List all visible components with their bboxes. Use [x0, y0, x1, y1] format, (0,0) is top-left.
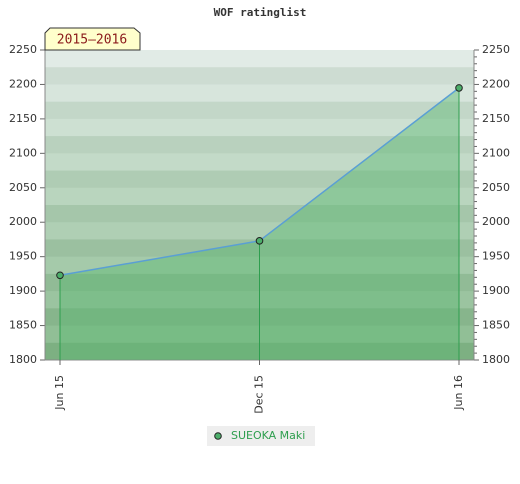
y2-tick-label: 1950: [482, 250, 510, 263]
legend-label: SUEOKA Maki: [231, 429, 305, 442]
chart-title: WOF ratinglist: [214, 6, 307, 19]
y2-tick-label: 2200: [482, 77, 510, 90]
y-tick-label: 1800: [9, 353, 37, 366]
y-tick-label: 2150: [9, 112, 37, 125]
stripe: [45, 101, 474, 120]
y-tick-label: 1950: [9, 250, 37, 263]
y-tick-label: 2050: [9, 181, 37, 194]
stripe: [45, 222, 474, 240]
legend-box: [207, 426, 315, 446]
stripe: [45, 205, 474, 223]
y2-tick-label: 2250: [482, 43, 510, 56]
stripe: [45, 50, 474, 68]
stripe: [45, 170, 474, 189]
period-label: 2015–2016: [57, 33, 127, 48]
stripe: [45, 136, 474, 154]
x-tick-label: Jun 16: [452, 375, 465, 411]
x-tick-label: Dec 15: [253, 375, 266, 414]
y-tick-label: 1850: [9, 319, 37, 332]
period-box: [44, 27, 141, 51]
point: [255, 237, 264, 245]
y2-tick-label: 1850: [482, 319, 510, 332]
y2-tick-label: 2150: [482, 112, 510, 125]
stripe: [45, 118, 474, 137]
plot-background: [45, 50, 474, 361]
y-tick-label: 2100: [9, 146, 37, 159]
legend-marker: [214, 432, 222, 440]
point: [56, 271, 64, 280]
y2-tick-label: 2000: [482, 215, 510, 228]
area: [60, 87, 459, 360]
stripe: [45, 84, 474, 103]
y-tick-label: 2000: [9, 215, 37, 228]
x-tick-label: Jun 15: [53, 375, 66, 411]
point: [455, 84, 463, 92]
y-tick-label: 2200: [9, 77, 37, 90]
stripe: [45, 67, 474, 85]
y2-tick-label: 1900: [482, 284, 510, 297]
stripe: [45, 187, 474, 206]
y2-tick-label: 2100: [482, 146, 510, 159]
y-tick-label: 1900: [9, 284, 37, 297]
y-tick-label: 2250: [9, 43, 37, 56]
y2-tick-label: 1800: [482, 353, 510, 366]
y2-tick-label: 2050: [482, 181, 510, 194]
